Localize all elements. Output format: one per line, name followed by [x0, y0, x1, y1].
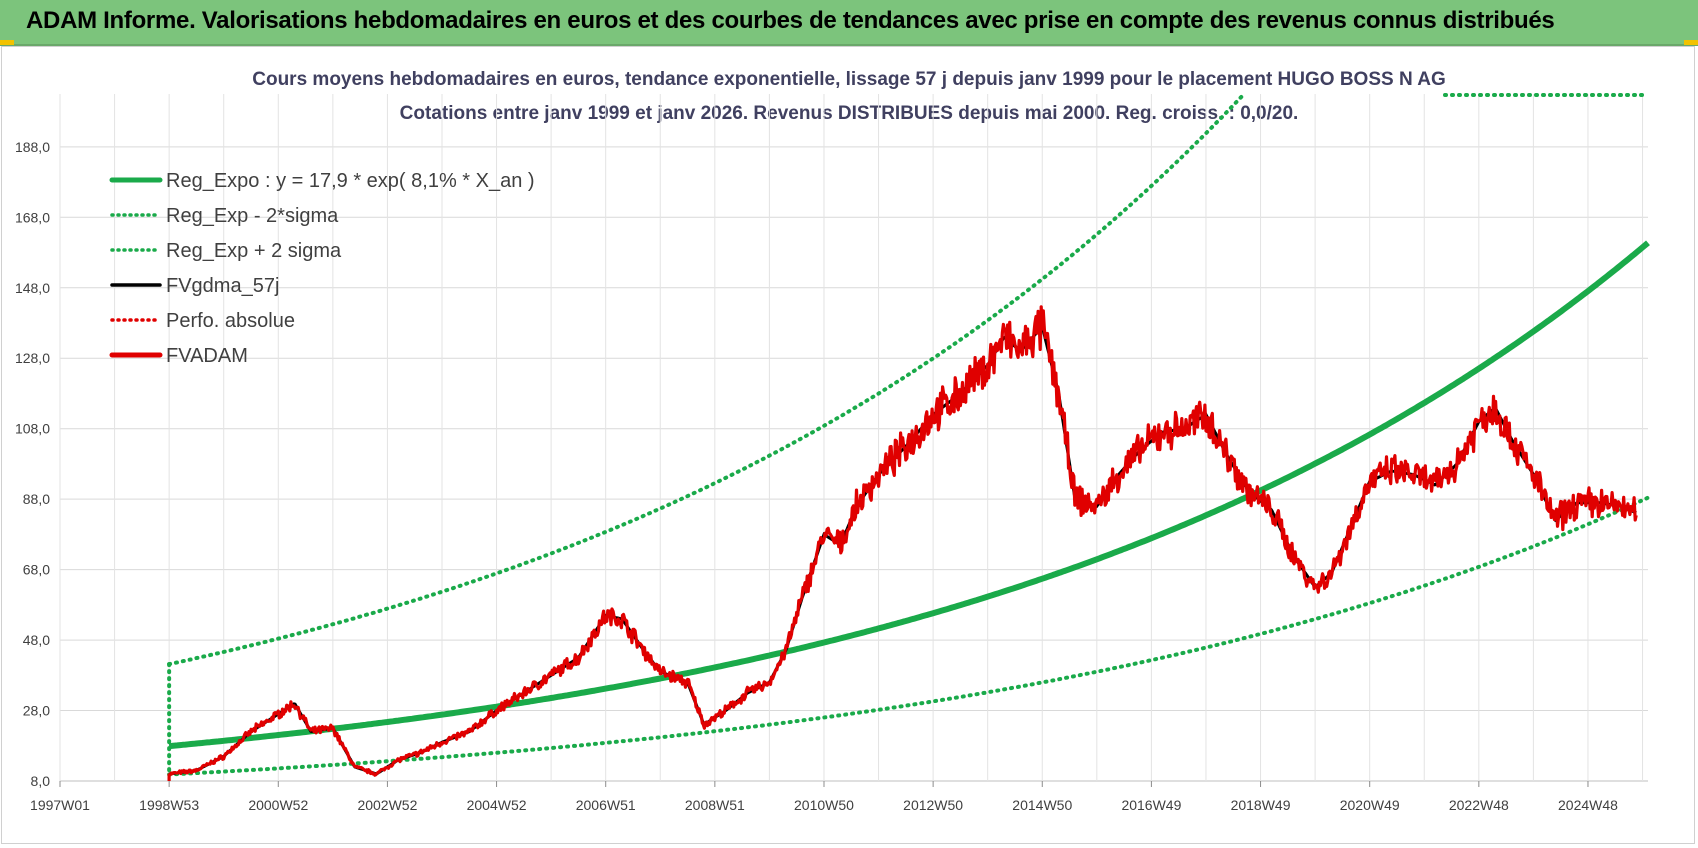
- chart-subtitle: Cotations entre janv 1999 et janv 2026. …: [399, 103, 1299, 124]
- corner-marker-left: [0, 40, 14, 45]
- chart-title: Cours moyens hebdomadaires en euros, ten…: [252, 69, 1446, 90]
- chart-frame: [1, 46, 1695, 844]
- report-title: ADAM Informe. Valorisations hebdomadaire…: [26, 7, 1555, 34]
- report-banner: ADAM Informe. Valorisations hebdomadaire…: [0, 0, 1698, 46]
- corner-marker-right: [1684, 40, 1698, 45]
